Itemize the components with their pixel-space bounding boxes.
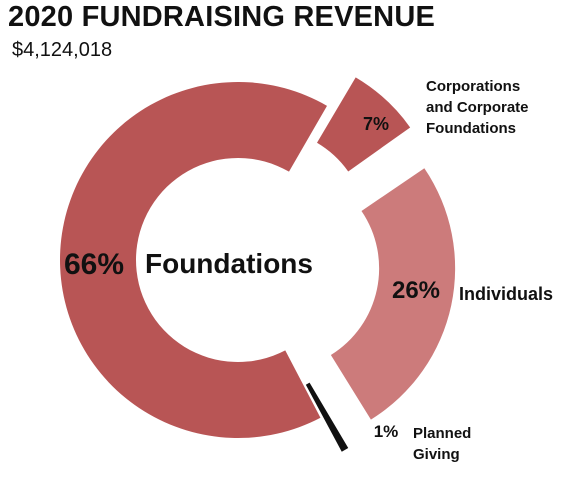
slices-group bbox=[59, 77, 456, 452]
percent-label: 66% bbox=[64, 248, 124, 281]
slice-corporations-and-corporate-foundations bbox=[316, 77, 411, 172]
slice-individuals bbox=[330, 168, 456, 420]
slice-planned-giving bbox=[305, 382, 349, 452]
category-label: Corporations and Corporate Foundations bbox=[426, 78, 529, 137]
total-revenue: $4,124,018 bbox=[12, 39, 113, 61]
category-label: Foundations bbox=[145, 248, 313, 279]
percent-label: 26% bbox=[392, 277, 440, 304]
category-label: Individuals bbox=[459, 284, 553, 304]
labels-group: 66% Foundations 7% Corporations and Corporat… bbox=[64, 78, 553, 463]
percent-label: 7% bbox=[363, 114, 389, 134]
percent-label: 1% bbox=[374, 422, 399, 441]
category-label: Planned Giving bbox=[413, 425, 471, 463]
chart-title: 2020 FUNDRAISING REVENUE bbox=[8, 1, 436, 33]
slice-foundations bbox=[59, 82, 328, 439]
